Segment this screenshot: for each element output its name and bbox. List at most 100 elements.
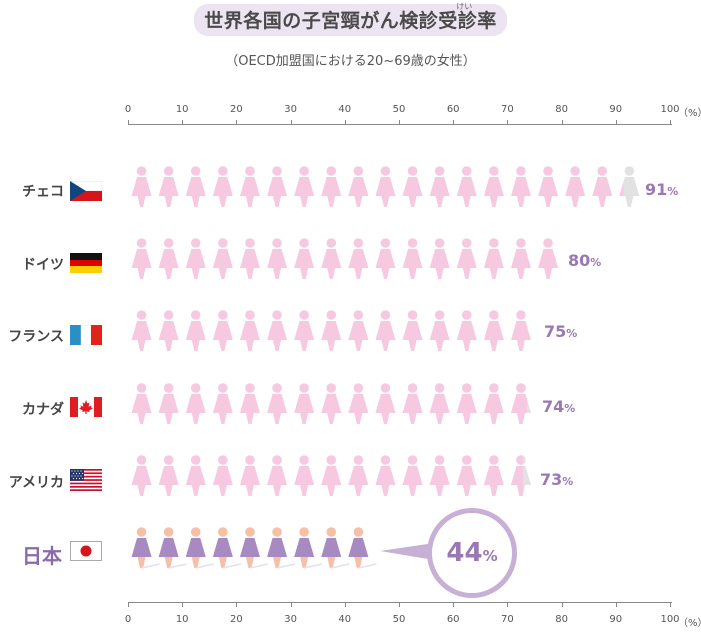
person-icon bbox=[212, 238, 233, 279]
tick-label: 60 bbox=[446, 104, 460, 115]
person-icon bbox=[456, 383, 477, 424]
person-icon bbox=[185, 238, 206, 279]
japan-person-icon bbox=[294, 527, 323, 569]
person-icon bbox=[131, 383, 152, 424]
person-icon bbox=[294, 383, 315, 424]
person-icon bbox=[131, 238, 152, 279]
person-icon bbox=[158, 238, 179, 279]
person-icon bbox=[375, 310, 396, 351]
person-icon bbox=[158, 383, 179, 424]
person-icon bbox=[456, 455, 477, 496]
tick-label: 10 bbox=[175, 614, 189, 625]
person-icon bbox=[375, 455, 396, 496]
tick-mark bbox=[236, 602, 238, 607]
japan-person-icon bbox=[348, 527, 377, 569]
tick-mark bbox=[561, 602, 563, 607]
tick-mark bbox=[344, 120, 346, 125]
partial-person-icon bbox=[510, 383, 531, 424]
value-label-france: 75% bbox=[544, 322, 578, 341]
person-icon bbox=[294, 166, 315, 207]
tick-label: 80 bbox=[555, 104, 568, 115]
title-ruby: けい bbox=[456, 2, 473, 11]
tick-label: 20 bbox=[230, 104, 243, 115]
tick-label: 10 bbox=[175, 104, 189, 115]
person-icon-remainder bbox=[619, 166, 640, 207]
chart-subtitle: （OECD加盟国における20~69歳の女性） bbox=[225, 54, 476, 69]
person-icon bbox=[402, 455, 423, 496]
partial-person-icon bbox=[510, 455, 531, 496]
row-label-france: フランス bbox=[8, 329, 64, 345]
person-icon bbox=[483, 166, 504, 207]
tick-mark bbox=[670, 120, 671, 125]
tick-label: 0 bbox=[124, 614, 132, 625]
person-icon-filled bbox=[619, 182, 624, 196]
person-icon bbox=[538, 166, 559, 207]
row-label-canada: カナダ bbox=[22, 402, 64, 418]
tick-label: 80 bbox=[555, 614, 568, 625]
tick-mark bbox=[290, 602, 292, 607]
person-icon bbox=[402, 166, 423, 207]
japan-person-icon bbox=[158, 527, 187, 569]
person-icon bbox=[429, 166, 450, 207]
tick-label: 30 bbox=[284, 614, 297, 625]
title-block: 世界各国の子宮頸がん検診受診率 けい bbox=[0, 2, 701, 36]
person-icon bbox=[131, 310, 152, 351]
row-label-czech: チェコ bbox=[22, 184, 64, 200]
person-icon bbox=[239, 383, 260, 424]
tick-mark bbox=[128, 602, 129, 607]
person-icon bbox=[185, 383, 206, 424]
tick-mark bbox=[290, 120, 292, 125]
row-label-germany: ドイツ bbox=[22, 257, 64, 273]
person-icon bbox=[402, 383, 423, 424]
person-icon bbox=[267, 238, 288, 279]
person-icon-filled bbox=[510, 383, 527, 424]
value-label-czech: 91% bbox=[645, 180, 679, 199]
person-icon bbox=[294, 310, 315, 351]
tick-mark bbox=[399, 602, 400, 607]
tick-mark bbox=[670, 602, 671, 607]
person-icon bbox=[185, 310, 206, 351]
axis-unit: （%） bbox=[678, 618, 701, 629]
person-icon bbox=[348, 166, 369, 207]
axis-line bbox=[128, 602, 672, 603]
person-icon bbox=[375, 166, 396, 207]
person-icon bbox=[456, 310, 477, 351]
person-icon bbox=[321, 238, 342, 279]
person-icon bbox=[212, 455, 233, 496]
person-icon bbox=[429, 383, 450, 424]
tick-label: 20 bbox=[230, 614, 243, 625]
person-icon bbox=[483, 383, 504, 424]
person-icon bbox=[456, 238, 477, 279]
tick-mark bbox=[453, 120, 455, 125]
axis-line bbox=[128, 124, 672, 125]
person-icon bbox=[239, 238, 260, 279]
tick-label: 30 bbox=[284, 104, 297, 115]
person-icon bbox=[185, 455, 206, 496]
japan-person-icon bbox=[239, 527, 269, 569]
person-icon bbox=[158, 455, 179, 496]
person-icon bbox=[402, 310, 423, 351]
tick-label: 50 bbox=[392, 104, 406, 115]
usa-flag-icon bbox=[70, 469, 102, 491]
person-icon bbox=[212, 166, 233, 207]
tick-label: 50 bbox=[392, 614, 406, 625]
tick-mark bbox=[399, 120, 400, 125]
tick-label: 100 bbox=[660, 614, 680, 625]
person-icon bbox=[239, 166, 260, 207]
tick-mark bbox=[561, 120, 563, 125]
title-pill: 世界各国の子宮頸がん検診受診率 けい bbox=[194, 2, 507, 36]
japan-person-icon bbox=[212, 527, 242, 569]
person-icon bbox=[592, 166, 613, 207]
japan-person-icon bbox=[185, 527, 214, 569]
japan-person-icon bbox=[131, 527, 160, 569]
person-icon bbox=[212, 310, 233, 351]
tick-mark bbox=[615, 120, 617, 125]
tick-mark bbox=[615, 602, 617, 607]
person-icon bbox=[294, 455, 315, 496]
person-icon bbox=[321, 166, 342, 207]
person-icon bbox=[510, 238, 531, 279]
tick-mark bbox=[507, 602, 509, 607]
person-icon bbox=[348, 383, 369, 424]
tick-label: 60 bbox=[446, 614, 460, 625]
